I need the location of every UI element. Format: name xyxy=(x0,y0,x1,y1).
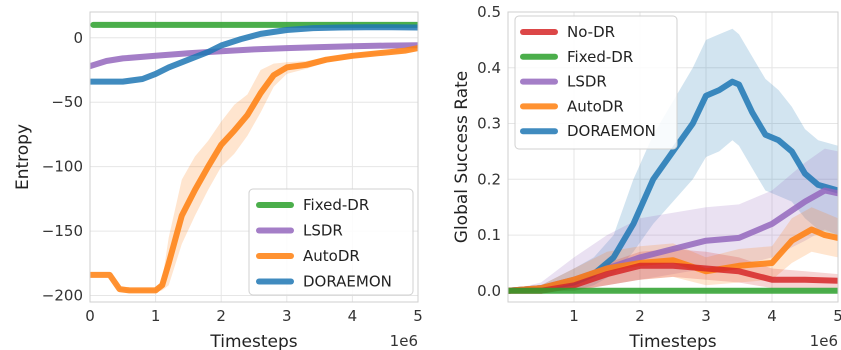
y-tick-label: −100 xyxy=(42,158,83,176)
y-tick-labels: 0 −50 −100 −150 −200 xyxy=(42,29,83,305)
series-lines xyxy=(90,21,418,294)
series-line-doraemon xyxy=(90,24,418,85)
confidence-bands xyxy=(90,27,418,292)
x-tick-label: 2 xyxy=(635,307,645,325)
x-axis-label: Timesteps xyxy=(628,332,716,350)
y-tick-label: 0.1 xyxy=(477,226,501,244)
y-tick-labels: 0.0 0.1 0.2 0.3 0.4 0.5 xyxy=(477,3,501,300)
x-tick-label: 5 xyxy=(833,307,841,325)
y-tick-label: 0.2 xyxy=(477,170,501,188)
y-tick-label: 0.5 xyxy=(477,3,501,21)
x-tick-label: 3 xyxy=(282,307,292,325)
x-tick-label: 4 xyxy=(348,307,358,325)
success-rate-chart: 1 2 3 4 5 0.0 0.1 0.2 0.3 0.4 0.5 Timesteps 1e6 G… xyxy=(452,3,841,350)
y-tick-label: −200 xyxy=(42,287,83,305)
band-doraemon xyxy=(508,28,838,291)
x-tick-label: 1 xyxy=(569,307,579,325)
plot-frame xyxy=(507,11,839,303)
x-tick-label: 2 xyxy=(216,307,226,325)
legend-label-autodr: AutoDR xyxy=(303,247,360,265)
y-tick-label: −150 xyxy=(42,222,83,240)
x-axis-label: Timesteps xyxy=(209,332,297,350)
legend: No-DR Fixed-DR LSDR AutoDR DORAEMON xyxy=(514,15,678,150)
series-line-lsdr xyxy=(90,42,418,70)
band-lsdr xyxy=(508,148,838,291)
x-tick-label: 1 xyxy=(151,307,161,325)
x-tick-labels: 0 1 2 3 4 5 xyxy=(85,307,423,325)
series-lines xyxy=(508,78,838,294)
legend-label-autodr: AutoDR xyxy=(567,97,624,115)
legend-label-fixed-dr: Fixed-DR xyxy=(303,196,369,214)
band-autodr xyxy=(90,46,418,292)
y-axis-label: Entropy xyxy=(13,124,33,190)
legend: Fixed-DR LSDR AutoDR DORAEMON xyxy=(248,188,414,296)
y-tick-label: 0.3 xyxy=(477,115,501,133)
legend-label-doraemon: DORAEMON xyxy=(303,273,392,291)
x-tick-label: 0 xyxy=(85,307,95,325)
x-tick-labels: 1 2 3 4 5 xyxy=(569,307,841,325)
y-tick-label: 0 xyxy=(73,29,83,47)
legend-label-lsdr: LSDR xyxy=(303,222,343,240)
legend-box xyxy=(514,15,678,150)
x-scale-label: 1e6 xyxy=(810,332,838,350)
y-axis-label: Global Success Rate xyxy=(452,71,472,243)
legend-label-fixed-dr: Fixed-DR xyxy=(567,48,633,66)
legend-label-no-dr: No-DR xyxy=(567,23,615,41)
entropy-chart: 0 1 2 3 4 5 0 −50 −100 −150 −200 Timesteps 1e6 En… xyxy=(13,11,423,350)
legend-label-doraemon: DORAEMON xyxy=(567,122,656,140)
y-tick-label: 0.0 xyxy=(477,282,501,300)
legend-box xyxy=(248,188,414,296)
x-tick-label: 4 xyxy=(767,307,777,325)
y-tick-label: −50 xyxy=(51,93,83,111)
series-line-no-dr xyxy=(508,262,838,294)
y-tick-label: 0.4 xyxy=(477,59,501,77)
legend-label-lsdr: LSDR xyxy=(567,73,607,91)
plot-frame xyxy=(89,11,419,303)
x-scale-label: 1e6 xyxy=(390,332,418,350)
x-tick-label: 3 xyxy=(701,307,711,325)
series-line-autodr xyxy=(90,45,418,294)
x-tick-label: 5 xyxy=(413,307,423,325)
